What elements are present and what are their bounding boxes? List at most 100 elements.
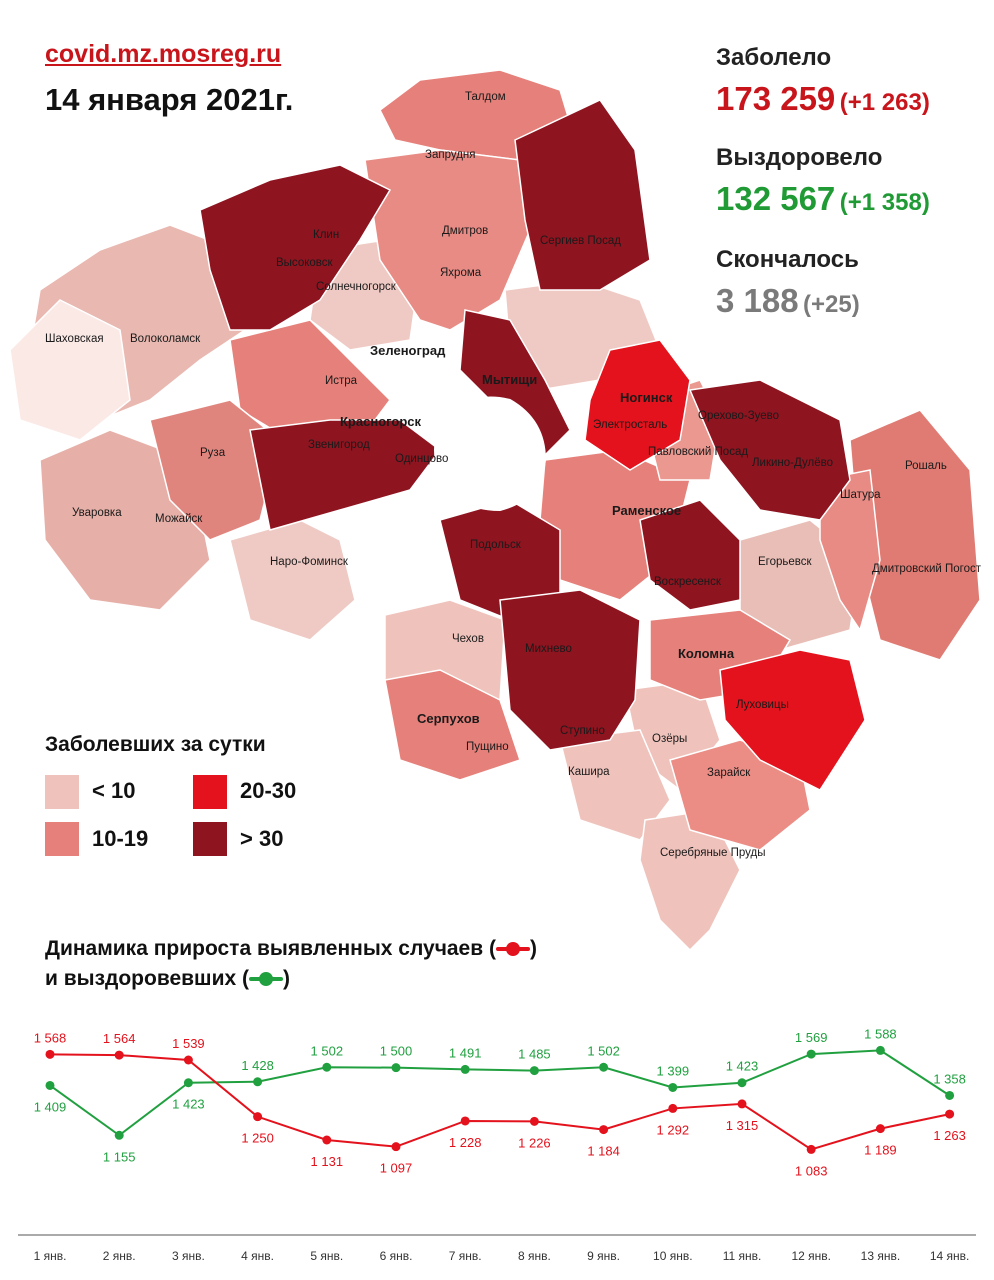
town-label: Ступино (560, 725, 605, 737)
district-orekhovo-zuevo (688, 379, 851, 521)
town-label: Коломна (678, 646, 735, 661)
cases-point (875, 1124, 885, 1134)
town-label: Дмитров (442, 225, 488, 237)
town-label: Шаховская (45, 333, 104, 345)
x-tick-label: 8 янв. (518, 1249, 551, 1263)
town-label: Звенигород (308, 439, 370, 451)
district-mikhnevo-stupino (499, 589, 641, 751)
town-label: Зарайск (707, 767, 751, 779)
town-label: Раменское (612, 503, 681, 518)
town-label: Серпухов (417, 711, 480, 726)
x-tick-label: 12 янв. (791, 1249, 831, 1263)
dynamics-title: Динамика прироста выявленных случаев () … (45, 934, 537, 994)
recovered-data-label: 1 588 (864, 1026, 897, 1041)
town-labels: Талдом Запрудня Дмитров Яхрома Сергиев П… (45, 91, 982, 859)
legend-label-10-19: 10-19 (92, 826, 149, 851)
cases-point (183, 1055, 193, 1065)
town-label: Можайск (155, 513, 203, 525)
cases-point (737, 1099, 747, 1109)
legend-swatch-gt30 (193, 822, 227, 856)
town-label: Луховицы (736, 699, 789, 711)
recovered-point (529, 1066, 539, 1076)
recovered-data-label: 1 569 (795, 1030, 828, 1045)
town-label: Воскресенск (654, 576, 722, 588)
dynamics-chart: 1 568 1 409 1 янв. 1 564 1 155 2 янв. 1 539 1 4… (18, 1026, 976, 1263)
died-stat: 3 188 (+25) (716, 282, 860, 320)
town-label: Руза (200, 447, 226, 459)
district-sergiev-posad (514, 99, 651, 291)
town-label: Талдом (465, 91, 506, 103)
district-mytishchi (459, 309, 571, 462)
recovered-point (806, 1049, 816, 1059)
town-label: Серебряные Пруды (660, 847, 766, 859)
moscow-city (434, 396, 547, 512)
recovered-delta: (+1 358) (839, 189, 930, 216)
legend-swatch-10-19 (45, 822, 79, 856)
recovered-point (737, 1078, 747, 1088)
cases-point (668, 1103, 678, 1113)
x-tick-label: 3 янв. (172, 1249, 205, 1263)
recovered-point (668, 1082, 678, 1092)
cases-data-label: 1 184 (587, 1144, 620, 1159)
district-serpukhov (384, 669, 521, 781)
x-tick-label: 6 янв. (380, 1249, 413, 1263)
cases-point (253, 1112, 263, 1122)
date-title: 14 января 2021г. (45, 82, 294, 117)
recovered-point (599, 1062, 609, 1072)
cases-legend-marker (495, 942, 530, 957)
legend-swatch-lt10 (45, 775, 79, 809)
cases-point (114, 1050, 124, 1060)
town-label: Кашира (568, 766, 610, 778)
town-label: Пущино (466, 741, 509, 753)
x-tick-label: 1 янв. (34, 1249, 67, 1263)
cases-data-label: 1 568 (34, 1030, 67, 1045)
district-odintsovo (249, 419, 442, 531)
town-label: Шатура (840, 489, 881, 501)
recovered-series-line (49, 1049, 951, 1137)
district-shakhovskaya (9, 299, 131, 441)
cases-data-label: 1 292 (657, 1122, 690, 1137)
district-naro-fominsk (229, 519, 356, 641)
recovered-point (945, 1090, 955, 1100)
town-label: Высоковск (276, 257, 333, 269)
died-label: Скончалось (716, 246, 859, 273)
town-label: Электросталь (593, 419, 667, 431)
cases-data-label: 1 250 (241, 1131, 274, 1146)
cases-data-label: 1 097 (380, 1161, 413, 1176)
recovered-value: 132 567 (716, 180, 836, 217)
cases-point (529, 1116, 539, 1126)
town-label: Волоколамск (130, 333, 201, 345)
x-tick-label: 4 янв. (241, 1249, 274, 1263)
town-label: Зеленоград (370, 343, 446, 358)
town-label: Егорьевск (758, 556, 813, 568)
town-label: Подольск (470, 539, 522, 551)
town-label: Солнечногорск (316, 281, 397, 293)
cases-data-label: 1 083 (795, 1163, 828, 1178)
infected-stat: 173 259 (+1 263) (716, 80, 930, 118)
district-ruza (149, 399, 281, 541)
cases-data-label: 1 189 (864, 1143, 897, 1158)
cases-data-label: 1 263 (933, 1128, 966, 1143)
dynamics-title-close1: ) (529, 937, 537, 960)
legend-label-gt30: > 30 (240, 826, 284, 851)
town-label: Запрудня (425, 149, 476, 161)
cases-point (806, 1144, 816, 1154)
recovered-data-label: 1 399 (657, 1063, 690, 1078)
recovered-data-label: 1 358 (933, 1071, 966, 1086)
cases-data-label: 1 564 (103, 1031, 136, 1046)
dynamics-title-close2: ) (282, 967, 290, 990)
died-value: 3 188 (716, 282, 799, 319)
town-label: Павловский Посад (648, 446, 748, 458)
town-label: Дмитровский Погост (872, 563, 982, 575)
recovered-point (875, 1045, 885, 1055)
cases-point (599, 1125, 609, 1135)
town-label: Наро-Фоминск (270, 556, 349, 568)
recovered-data-label: 1 502 (311, 1043, 344, 1058)
cases-data-label: 1 131 (311, 1154, 344, 1169)
site-link[interactable]: covid.mz.mosreg.ru (45, 40, 282, 68)
recovered-legend-marker (248, 972, 283, 987)
town-label: Озёры (652, 733, 687, 745)
dynamics-title-line2: и выздоровевших ( (45, 967, 249, 990)
x-tick-label: 10 янв. (653, 1249, 693, 1263)
town-label: Орехово-Зуево (698, 410, 779, 422)
